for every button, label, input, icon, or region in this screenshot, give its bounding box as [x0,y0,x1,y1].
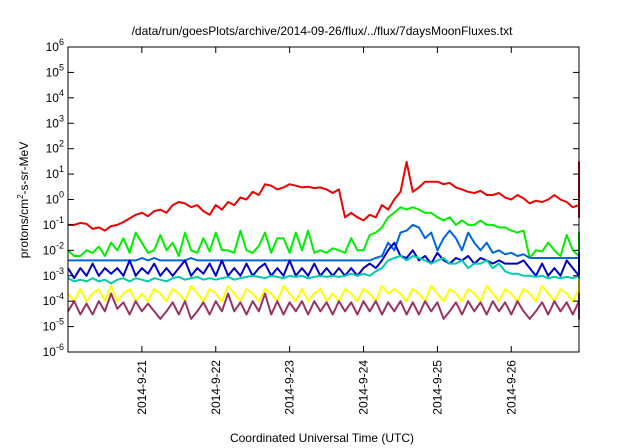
y-axis: 10-610-510-410-310-210-11001011021031041… [43,37,579,359]
series-layer [67,161,580,320]
x-tick-label: 2014-9-26 [504,360,518,415]
y-tick-label-exp: 6 [59,37,64,47]
y-tick-label: 101 [46,164,64,181]
chart-title: /data/run/goesPlots/archive/2014-09-26/f… [132,24,514,38]
y-tick-label: 102 [46,139,64,156]
x-tick-label: 2014-9-21 [135,360,149,415]
y-tick-label-base: 10 [43,269,57,283]
y-tick-label-exp: 0 [59,190,64,200]
x-tick-label: 2014-9-22 [209,360,223,415]
y-tick-label: 10-3 [43,266,64,283]
y-tick-label-base: 10 [43,320,57,334]
y-axis-label-main: protons/cm [17,199,31,258]
y-tick-label-base: 10 [46,40,60,54]
y-tick-label-exp: 3 [59,113,64,123]
series-line-1 [68,161,580,232]
x-tick-label: 2014-9-25 [430,360,444,415]
y-tick-label-base: 10 [43,294,57,308]
y-tick-label: 10-2 [43,240,64,257]
y-tick-label: 10-6 [43,342,64,359]
y-tick-label-base: 10 [46,116,60,130]
y-tick-label: 10-4 [43,291,64,308]
y-tick-label-base: 10 [46,65,60,79]
y-tick-label-exp: 1 [59,164,64,174]
y-tick-label: 106 [46,37,64,54]
y-tick-label: 103 [46,113,64,130]
y-axis-label-sup: 2 [16,194,25,199]
y-tick-label-base: 10 [43,218,57,232]
y-tick-label: 100 [46,190,64,207]
y-tick-label-exp: -4 [56,291,64,301]
y-tick-label-exp: 4 [59,88,64,98]
y-tick-label-exp: -2 [56,240,64,250]
x-axis: 2014-9-21 2014-9-22 2014-9-23 2014-9-24 2014… [135,47,518,415]
x-tick-label: 2014-9-24 [357,360,371,415]
y-tick-label-base: 10 [46,193,60,207]
y-tick-label-base: 10 [46,91,60,105]
y-tick-label-base: 10 [46,142,60,156]
series-line-6 [67,280,580,303]
y-tick-label-exp: -6 [56,342,64,352]
y-tick-label: 10-5 [43,317,64,334]
y-axis-label-rest: -s-sr-MeV [17,142,31,195]
y-tick-label-exp: -1 [56,215,64,225]
y-tick-label-exp: -5 [56,317,64,327]
x-tick-label: 2014-9-23 [283,360,297,415]
y-tick-label-base: 10 [46,167,60,181]
y-tick-label: 104 [46,88,64,105]
y-axis-label: protons/cm2-s-sr-MeV [16,142,31,258]
y-tick-label: 10-1 [43,215,64,232]
series-line-3 [68,223,580,262]
x-axis-label: Coordinated Universal Time (UTC) [230,431,414,445]
y-tick-label: 105 [46,62,64,79]
y-tick-label-exp: -3 [56,266,64,276]
y-tick-label-base: 10 [43,243,57,257]
y-tick-label-exp: 5 [59,62,64,72]
y-tick-label-exp: 2 [59,139,64,149]
y-tick-label-base: 10 [43,345,57,359]
